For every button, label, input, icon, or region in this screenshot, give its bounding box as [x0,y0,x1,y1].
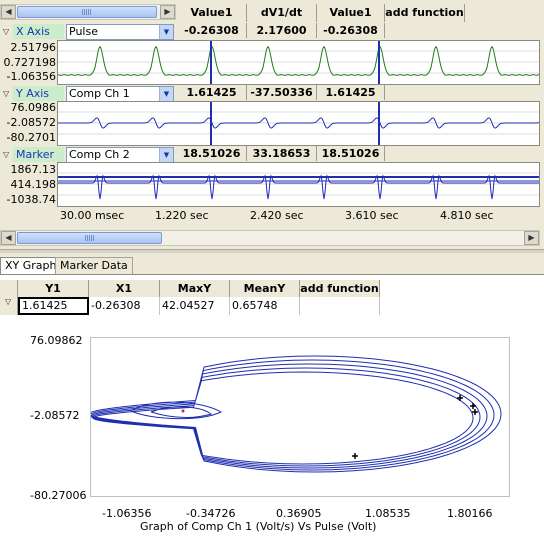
xy-x-tick-1: -0.34726 [186,507,236,520]
xy-marker-points-icon [457,395,478,415]
xy-maxy-value: 42.04527 [160,297,230,315]
xy-x-tick-0: -1.06356 [102,507,152,520]
x-axis-row-header: ▽ X Axis Pulse ▼ [0,23,176,40]
tab-marker-data[interactable]: Marker Data [55,257,133,274]
marker-row-header: ▽ Marker Comp Ch 2 ▼ [0,146,176,163]
scroll-right-button[interactable]: ▶ [524,231,539,245]
comp-ch2-trace-svg [58,172,539,200]
x-tick-mid: 0.727198 [3,56,57,69]
xy-y1-value[interactable]: 1.61425 [18,297,89,315]
xy-graph-caption: Graph of Comp Ch 1 (Volt/s) Vs Pulse (Vo… [140,520,377,533]
tab-xy-graph[interactable]: XY Graph [0,257,62,275]
comp-ch1-trace-plot[interactable] [57,101,540,146]
y-tick-bot: -80.2701 [6,131,56,144]
m-tick-bot: -1038.74 [6,193,56,206]
y-value1: 1.61425 [177,85,247,100]
xy-col-maxy[interactable]: MaxY [160,280,230,297]
xy-col-x1[interactable]: X1 [89,280,160,297]
chevron-down-icon[interactable]: ▼ [159,25,173,39]
y-dv1dt: -37.50336 [247,85,317,100]
col-header-dv1dt[interactable]: dV1/dt [247,4,317,22]
comp-ch2-trace [58,174,539,200]
scroll-right-button[interactable]: ▶ [160,5,175,19]
x-tick-bot: -1.06356 [6,70,56,83]
xy-add-value [300,297,380,315]
time-tick-1: 1.220 sec [155,209,209,222]
xy-meany-value: 0.65748 [230,297,300,315]
m-value1-b: 18.51026 [317,146,385,161]
y-axis-label[interactable]: Y Axis [13,86,64,101]
scroll-left-button[interactable]: ◀ [1,231,16,245]
chevron-down-icon[interactable]: ▼ [159,148,173,162]
pulse-trace [57,45,540,76]
marker-channel-select[interactable]: Comp Ch 2 ▼ [66,147,174,163]
xy-plot-area[interactable] [88,337,510,497]
scroll-thumb[interactable] [17,6,157,18]
xy-x-tick-3: 1.08535 [365,507,411,520]
x-axis-label[interactable]: X Axis [13,24,64,39]
x-tick-top: 2.51796 [10,41,57,54]
time-tick-0: 30.00 msec [60,209,125,222]
time-tick-2: 2.420 sec [250,209,304,222]
time-tick-4: 4.810 sec [440,209,494,222]
top-scrollbar[interactable]: ◀ ▶ [0,4,176,20]
xy-plot-svg [88,355,502,473]
xy-y-tick-top: 76.09862 [30,334,83,347]
y-tick-top: 76.0986 [10,101,57,114]
comp-ch1-trace [58,117,540,129]
col-header-value1[interactable]: Value1 [177,4,247,22]
bottom-scrollbar[interactable]: ◀ ▶ [0,230,540,246]
collapse-triangle-icon[interactable]: ▽ [3,150,10,159]
comp-ch2-trace-plot[interactable] [57,162,540,207]
xy-x1-value: -0.26308 [89,297,160,315]
y-channel-select[interactable]: Comp Ch 1 ▼ [66,86,174,102]
col-header-value1-b[interactable]: Value1 [317,4,385,22]
y-axis-row-header: ▽ Y Axis Comp Ch 1 ▼ [0,85,176,102]
add-function-header[interactable]: add function [385,4,465,22]
xy-x-tick-2: 0.36905 [276,507,322,520]
xy-add-function[interactable]: add function [300,280,380,297]
m-dv1dt: 33.18653 [247,146,317,161]
collapse-triangle-icon[interactable]: ▽ [5,297,12,306]
xy-y-tick-mid: -2.08572 [30,409,80,422]
xy-col-y1[interactable]: Y1 [18,280,89,297]
xy-y-tick-bot: -80.27006 [30,489,87,502]
m-value1: 18.51026 [177,146,247,161]
xy-red-point-icon [181,409,185,413]
xy-table-corner [0,280,18,315]
xy-phase-trace [88,355,502,473]
xy-col-meany[interactable]: MeanY [230,280,300,297]
scroll-thumb[interactable] [17,232,162,244]
pane-splitter[interactable] [0,249,544,253]
x-value1: -0.26308 [177,23,247,38]
m-tick-mid: 414.198 [10,178,57,191]
comp-ch1-trace-svg [58,102,540,145]
x-value1-b: -0.26308 [317,23,385,38]
xy-current-marker-icon [352,453,358,459]
y-value1-b: 1.61425 [317,85,385,100]
marker-label[interactable]: Marker [13,147,64,162]
time-tick-3: 3.610 sec [345,209,399,222]
m-tick-top: 1867.13 [10,163,57,176]
collapse-triangle-icon[interactable]: ▽ [3,89,10,98]
scroll-left-button[interactable]: ◀ [1,5,16,19]
x-dv1dt: 2.17600 [247,23,317,38]
x-channel-select[interactable]: Pulse ▼ [66,24,174,40]
y-tick-mid: -2.08572 [6,116,56,129]
pulse-trace-svg [57,41,540,84]
chevron-down-icon[interactable]: ▼ [159,87,173,101]
pulse-trace-plot[interactable] [57,40,540,85]
collapse-triangle-icon[interactable]: ▽ [3,27,10,36]
xy-x-tick-4: 1.80166 [447,507,493,520]
